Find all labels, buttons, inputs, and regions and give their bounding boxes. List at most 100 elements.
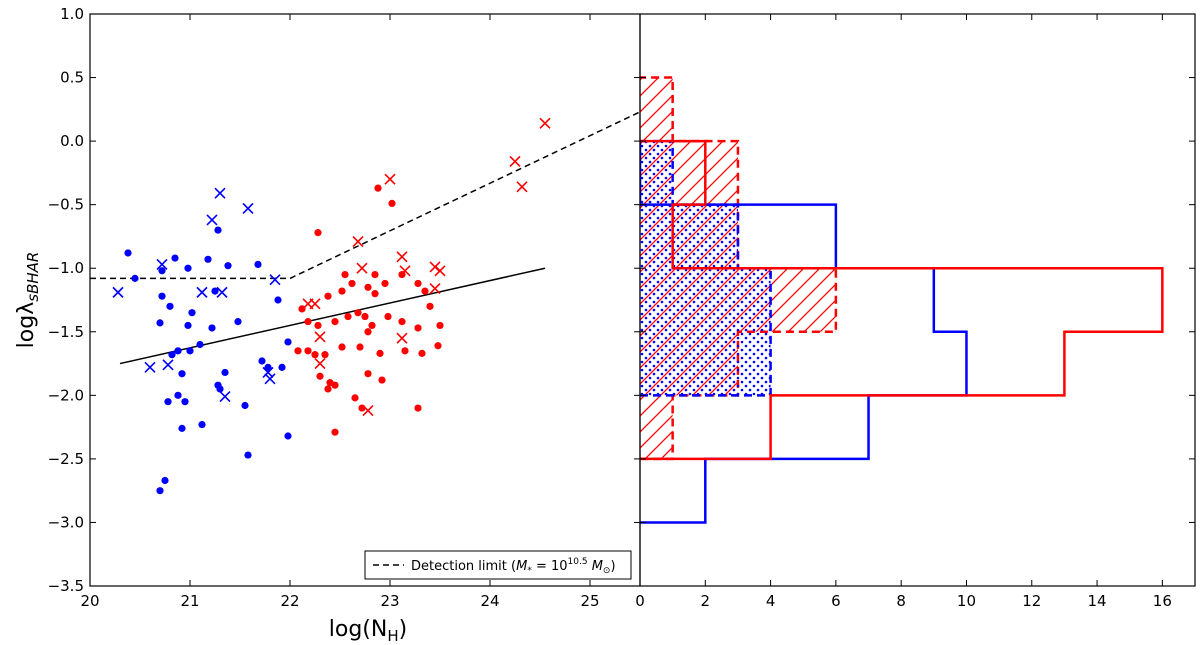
red-dot-point bbox=[364, 283, 372, 291]
x-tick-label: 21 bbox=[180, 592, 199, 610]
red-cross-point bbox=[434, 265, 446, 277]
hist-x-tick-label: 10 bbox=[957, 592, 976, 610]
x-tick-label: 20 bbox=[80, 592, 99, 610]
blue-dot-point bbox=[174, 347, 182, 355]
blue-dot-point bbox=[156, 319, 164, 327]
blue-cross-point bbox=[156, 258, 168, 270]
blue-dot-point bbox=[186, 347, 194, 355]
blue-dot-point bbox=[204, 255, 212, 263]
red-dot-point bbox=[436, 321, 444, 330]
blue-dot-point bbox=[184, 321, 192, 330]
blue-dot-point bbox=[171, 254, 179, 262]
blue-dot-point bbox=[188, 309, 196, 317]
x-tick-label: 22 bbox=[280, 592, 299, 610]
blue-detected-bar bbox=[640, 268, 771, 332]
blue-dot-point bbox=[164, 398, 172, 406]
blue-dot-point bbox=[254, 260, 262, 269]
red-dot-point bbox=[338, 287, 346, 295]
hist-x-tick-label: 12 bbox=[1022, 592, 1041, 610]
blue-cross-point bbox=[214, 187, 226, 199]
red-open-outline bbox=[640, 139, 1164, 461]
scatter-axes-frame bbox=[89, 13, 641, 587]
red-cross-point bbox=[362, 405, 374, 417]
blue-dot-point bbox=[131, 274, 139, 282]
blue-dots-series bbox=[124, 226, 292, 495]
hist-x-tick-label: 8 bbox=[896, 592, 906, 610]
red-cross-point bbox=[309, 298, 321, 310]
blue-cross-point bbox=[269, 274, 281, 286]
fit-line bbox=[119, 267, 546, 365]
red-dot-point bbox=[381, 279, 389, 288]
blue-cross-point bbox=[264, 373, 276, 385]
hist-x-tick-label: 4 bbox=[766, 592, 776, 610]
blue-dot-point bbox=[244, 451, 252, 459]
red-crosses-series bbox=[302, 117, 551, 417]
blue-cross-point bbox=[112, 286, 124, 298]
histogram-panel: 0 2 4 6 8 10 12 14 16 bbox=[635, 13, 1196, 610]
red-dot-point bbox=[388, 199, 396, 207]
blue-dot-point bbox=[211, 287, 219, 295]
red-dot-point bbox=[324, 292, 332, 300]
red-cross-point bbox=[396, 251, 408, 263]
blue-dot-point bbox=[284, 432, 292, 440]
red-dot-point bbox=[338, 343, 346, 351]
red-open-histogram bbox=[640, 139, 1164, 461]
y-tick-label: 0.5 bbox=[60, 69, 84, 87]
red-dot-point bbox=[331, 428, 339, 436]
red-dot-point bbox=[371, 290, 379, 298]
blue-detected-bar bbox=[640, 331, 771, 396]
red-dot-point bbox=[434, 342, 442, 350]
hist-x-tick-label: 2 bbox=[701, 592, 711, 610]
red-cross-point bbox=[539, 117, 551, 129]
legend-box bbox=[364, 550, 632, 580]
blue-cross-point bbox=[196, 286, 208, 298]
blue-dot-point bbox=[174, 391, 182, 399]
x-tick-label: 23 bbox=[380, 592, 399, 610]
blue-cross-point bbox=[242, 202, 254, 215]
legend: Detection limit (M* = 1010.5 M⊙) bbox=[364, 550, 632, 580]
red-dot-point bbox=[354, 309, 362, 317]
red-cross-point bbox=[314, 357, 326, 370]
blue-dot-point bbox=[168, 351, 176, 359]
red-dot-point bbox=[314, 229, 322, 237]
blue-dot-point bbox=[216, 385, 224, 393]
hist-x-tick-label: 6 bbox=[831, 592, 841, 610]
red-dot-point bbox=[351, 394, 359, 402]
red-dot-point bbox=[376, 349, 384, 357]
blue-dot-point bbox=[234, 318, 242, 326]
red-dot-point bbox=[384, 312, 392, 321]
red-dot-point bbox=[378, 376, 386, 384]
red-dot-point bbox=[314, 321, 322, 330]
red-cross-point bbox=[509, 155, 521, 168]
y-tick-label: −0.5 bbox=[48, 196, 84, 214]
blue-dot-point bbox=[196, 340, 204, 349]
detection-limit-line bbox=[90, 111, 640, 280]
blue-crosses-series bbox=[112, 187, 281, 403]
y-tick-label: −1.0 bbox=[48, 259, 84, 277]
blue-dot-point bbox=[198, 420, 206, 429]
blue-dot-point bbox=[278, 363, 286, 371]
red-dot-point bbox=[364, 328, 372, 336]
x-tick-label: 25 bbox=[580, 592, 599, 610]
blue-dot-point bbox=[178, 370, 186, 378]
blue-dot-point bbox=[158, 292, 166, 300]
hist-x-tick-label: 16 bbox=[1153, 592, 1172, 610]
red-dot-point bbox=[316, 372, 324, 380]
red-detected-bar bbox=[640, 77, 673, 142]
blue-cross-point bbox=[162, 359, 174, 371]
y-tick-label: −2.5 bbox=[48, 450, 84, 468]
blue-open-bar bbox=[640, 395, 869, 459]
blue-dot-point bbox=[258, 357, 266, 365]
blue-dot-point bbox=[158, 267, 166, 275]
red-dots-series bbox=[294, 184, 444, 436]
x-axis-label: log(NH) bbox=[329, 617, 407, 645]
blue-cross-point bbox=[219, 391, 231, 403]
blue-detected-bar bbox=[640, 204, 738, 269]
red-dot-point bbox=[401, 347, 409, 355]
red-dot-point bbox=[294, 347, 302, 355]
blue-cross-point bbox=[262, 366, 274, 379]
hist-x-tick-label: 0 bbox=[635, 592, 645, 610]
blue-dot-point bbox=[178, 424, 186, 432]
red-dot-point bbox=[371, 270, 379, 279]
